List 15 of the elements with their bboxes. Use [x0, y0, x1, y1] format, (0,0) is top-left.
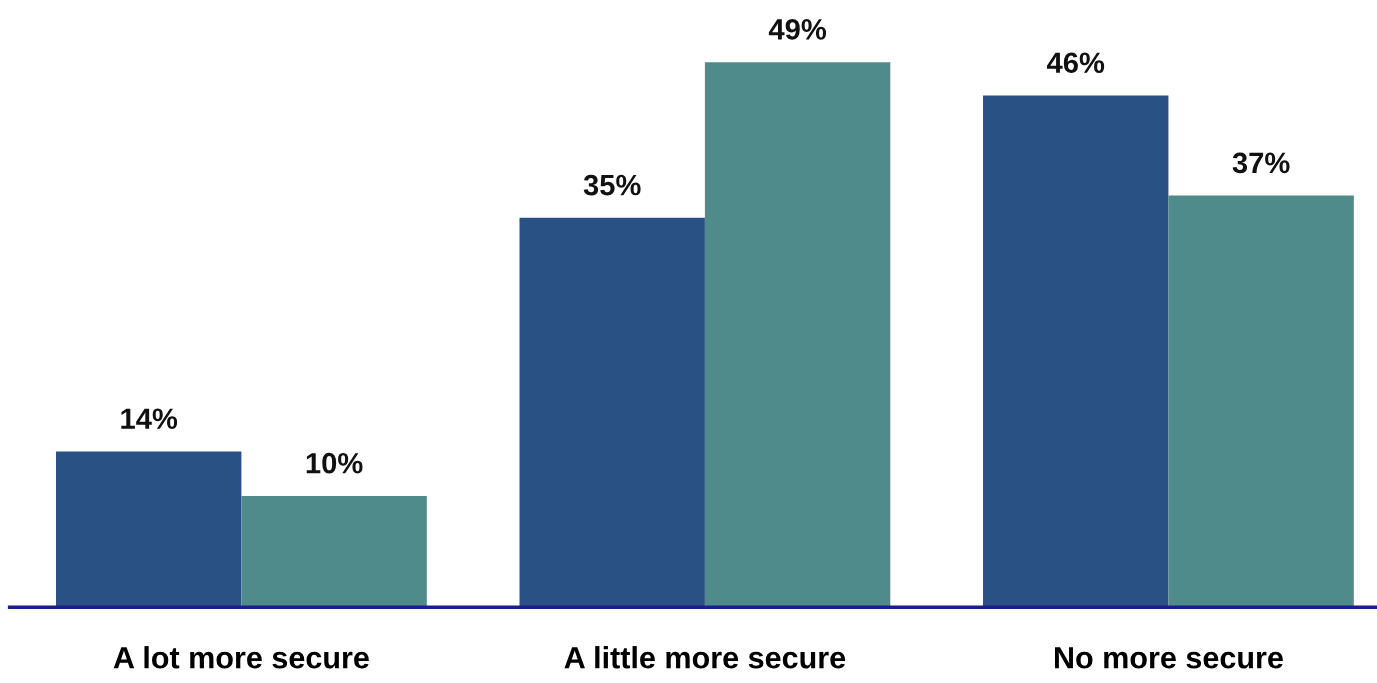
bar — [519, 217, 705, 608]
data-label: 35% — [583, 174, 641, 196]
bar — [704, 62, 891, 608]
x-tick-label: A lot more secure — [113, 646, 369, 669]
bar — [983, 95, 1169, 608]
x-tick-label: No more secure — [1054, 647, 1283, 669]
data-label: 14% — [121, 408, 178, 429]
data-label: 37% — [1232, 152, 1290, 174]
x-tick-label: A little more secure — [564, 646, 846, 669]
bar — [241, 495, 427, 608]
data-label: 46% — [1046, 52, 1105, 74]
bar — [55, 451, 242, 608]
data-label: 10% — [306, 452, 363, 474]
bar — [1168, 195, 1354, 608]
data-label: 49% — [768, 19, 827, 40]
